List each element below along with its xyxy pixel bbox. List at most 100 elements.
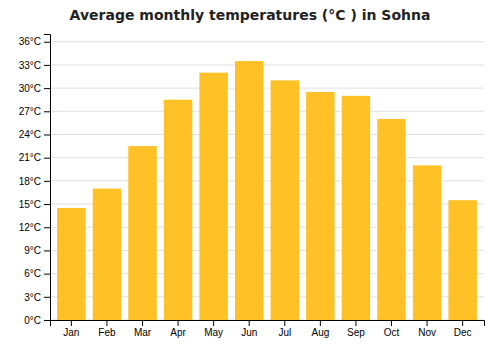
bar [306, 92, 334, 320]
x-tick-label: May [204, 327, 223, 338]
bar [377, 119, 405, 320]
x-tick-mark [142, 320, 143, 326]
x-tick: Apr [170, 320, 186, 338]
y-tick: 21°C [19, 152, 50, 163]
y-tick-mark [44, 65, 50, 66]
x-axis: Jan Feb Mar Apr May Jun Jul Aug Sep Oct Nov Dec [51, 320, 485, 338]
y-tick: 6°C [24, 268, 50, 279]
bar [164, 100, 192, 320]
bar [57, 208, 85, 320]
bar [271, 80, 299, 320]
y-tick-mark [44, 227, 50, 228]
y-tick-label: 6°C [24, 268, 41, 279]
y-tick-mark [44, 274, 50, 275]
y-tick-mark [44, 320, 50, 321]
plot-area [57, 61, 477, 320]
y-axis-line [44, 35, 51, 321]
y-tick-label: 3°C [24, 292, 41, 303]
y-tick-mark [44, 250, 50, 251]
x-tick: Aug [311, 320, 329, 338]
x-tick-label: Feb [98, 327, 116, 338]
x-tick-mark [213, 320, 214, 326]
y-tick-mark [44, 134, 50, 135]
x-tick-mark [427, 320, 428, 326]
bar [128, 146, 156, 320]
y-tick: 27°C [19, 106, 50, 117]
y-tick-mark [44, 88, 50, 89]
y-tick-mark [44, 297, 50, 298]
x-tick-label: Jul [278, 327, 291, 338]
y-tick: 12°C [19, 222, 50, 233]
y-tick: 18°C [19, 176, 50, 187]
x-tick: Oct [384, 320, 400, 338]
x-axis-line [51, 321, 485, 327]
bar [342, 96, 370, 320]
y-tick-label: 0°C [24, 315, 41, 326]
x-tick: Mar [134, 320, 152, 338]
grid-line [50, 88, 484, 89]
y-tick: 30°C [19, 83, 50, 94]
x-tick-mark [284, 320, 285, 326]
y-tick-label: 12°C [19, 222, 41, 233]
y-tick-label: 24°C [19, 129, 41, 140]
grid-line [50, 111, 484, 112]
grid-line [50, 64, 484, 65]
y-tick-label: 36°C [19, 36, 41, 47]
x-tick-mark [391, 320, 392, 326]
x-tick-label: Sep [347, 327, 365, 338]
y-tick-label: 30°C [19, 83, 41, 94]
x-tick-label: Mar [134, 327, 152, 338]
x-tick: Jun [241, 320, 257, 338]
x-tick-mark [178, 320, 179, 326]
bar [235, 61, 263, 320]
y-tick: 3°C [24, 292, 50, 303]
x-tick-label: Aug [311, 327, 329, 338]
y-tick-label: 9°C [24, 245, 41, 256]
y-tick-mark [44, 204, 50, 205]
chart: Jan Feb Mar Apr May Jun Jul Aug Sep Oct Nov Dec 0°C 3… [0, 0, 500, 350]
grid-line [50, 157, 484, 158]
bar [199, 73, 227, 320]
y-tick-mark [44, 158, 50, 159]
x-tick-label: Jun [241, 327, 257, 338]
y-tick: 24°C [19, 129, 50, 140]
y-tick-label: 21°C [19, 152, 41, 163]
y-axis: 0°C 3°C 6°C 9°C 12°C 15°C 18°C 21°C 24°C 27°C 30°C… [19, 35, 51, 326]
x-tick: Dec [454, 320, 472, 338]
grid-line [50, 134, 484, 135]
bar [448, 200, 476, 320]
y-tick-label: 27°C [19, 106, 41, 117]
y-tick-mark [44, 181, 50, 182]
grid-line [50, 41, 484, 42]
y-tick-label: 18°C [19, 176, 41, 187]
y-tick-mark [44, 42, 50, 43]
y-tick: 36°C [19, 36, 50, 47]
grid [50, 42, 484, 320]
x-tick: Jul [278, 320, 291, 338]
x-tick-label: Jan [63, 327, 79, 338]
y-tick-label: 33°C [19, 60, 41, 71]
x-tick-label: Oct [384, 327, 400, 338]
y-tick: 9°C [24, 245, 50, 256]
x-tick-mark [355, 320, 356, 326]
bar [93, 189, 121, 320]
y-tick: 0°C [24, 315, 50, 326]
x-tick-label: Nov [418, 327, 436, 338]
bar [413, 165, 441, 320]
y-tick-label: 15°C [19, 199, 41, 210]
x-tick: Nov [418, 320, 436, 338]
y-tick: 33°C [19, 60, 50, 71]
x-tick-mark [462, 320, 463, 326]
y-tick: 15°C [19, 199, 50, 210]
x-tick-mark [320, 320, 321, 326]
y-tick-mark [44, 111, 50, 112]
x-tick-label: Dec [454, 327, 472, 338]
x-tick-mark [71, 320, 72, 326]
x-tick: Feb [98, 320, 116, 338]
x-tick: Sep [347, 320, 365, 338]
x-tick-label: Apr [170, 327, 186, 338]
title: Average monthly temperatures (°C ) in So… [70, 7, 431, 23]
x-tick: May [204, 320, 223, 338]
x-tick-mark [106, 320, 107, 326]
x-tick-mark [249, 320, 250, 326]
